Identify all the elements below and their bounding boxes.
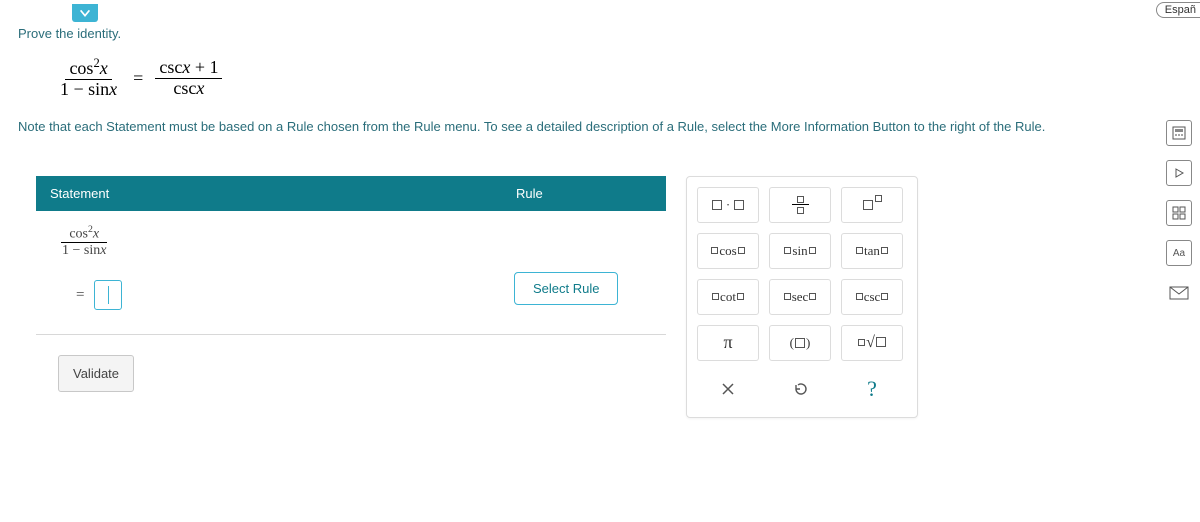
expression-input[interactable] <box>94 280 122 310</box>
instruction-note: Note that each Statement must be based o… <box>18 118 1118 136</box>
kp-help[interactable]: ? <box>841 371 903 407</box>
equals-sign: = <box>133 68 143 89</box>
mail-icon <box>1169 285 1189 301</box>
x-icon <box>721 382 735 396</box>
panel-header: Statement Rule <box>36 176 666 211</box>
identity-right-num: cscx + 1 <box>159 57 218 77</box>
play-icon <box>1174 168 1184 178</box>
select-rule-button[interactable]: Select Rule <box>514 272 618 305</box>
mail-button[interactable] <box>1166 280 1192 306</box>
kp-undo[interactable] <box>769 371 831 407</box>
proof-panel: Statement Rule cos2x 1 − sinx <box>36 176 666 392</box>
calculator-icon <box>1172 126 1186 140</box>
kp-multiply[interactable]: · <box>697 187 759 223</box>
header-statement: Statement <box>36 176 502 211</box>
chevron-down-icon <box>78 6 92 20</box>
tile-button[interactable] <box>1166 200 1192 226</box>
identity-right-den: cscx <box>173 78 204 98</box>
play-button[interactable] <box>1166 160 1192 186</box>
kp-power[interactable] <box>841 187 903 223</box>
kp-cot[interactable]: cot <box>697 279 759 315</box>
undo-icon <box>792 381 808 397</box>
identity-left-den: 1 − sinx <box>60 79 117 99</box>
validate-button[interactable]: Validate <box>58 355 134 392</box>
kp-parens[interactable]: ( ) <box>769 325 831 361</box>
kp-tan[interactable]: tan <box>841 233 903 269</box>
prompt-text: Prove the identity. <box>18 26 1134 41</box>
side-toolbar: Aa <box>1164 120 1194 306</box>
language-button[interactable]: Españ <box>1156 2 1200 18</box>
kp-sec[interactable]: sec <box>769 279 831 315</box>
kp-pi[interactable]: π <box>697 325 759 361</box>
equals-step: = <box>76 287 84 304</box>
given-expression: cos2x 1 − sinx <box>58 225 502 258</box>
identity-left-num: cos2x <box>69 58 107 78</box>
identity-equation: cos2x 1 − sinx = cscx + 1 cscx <box>56 57 1134 100</box>
header-rule: Rule <box>502 176 666 211</box>
kp-fraction[interactable] <box>769 187 831 223</box>
expand-chevron[interactable] <box>72 4 98 22</box>
tile-icon <box>1172 206 1186 220</box>
calculator-button[interactable] <box>1166 120 1192 146</box>
kp-sin[interactable]: sin <box>769 233 831 269</box>
symbol-keypad: · cos sin tan cot sec csc π ( ) √ <box>686 176 918 418</box>
kp-csc[interactable]: csc <box>841 279 903 315</box>
font-button[interactable]: Aa <box>1166 240 1192 266</box>
kp-cos[interactable]: cos <box>697 233 759 269</box>
kp-sqrt[interactable]: √ <box>841 325 903 361</box>
kp-clear[interactable] <box>697 371 759 407</box>
text-cursor <box>108 286 109 304</box>
